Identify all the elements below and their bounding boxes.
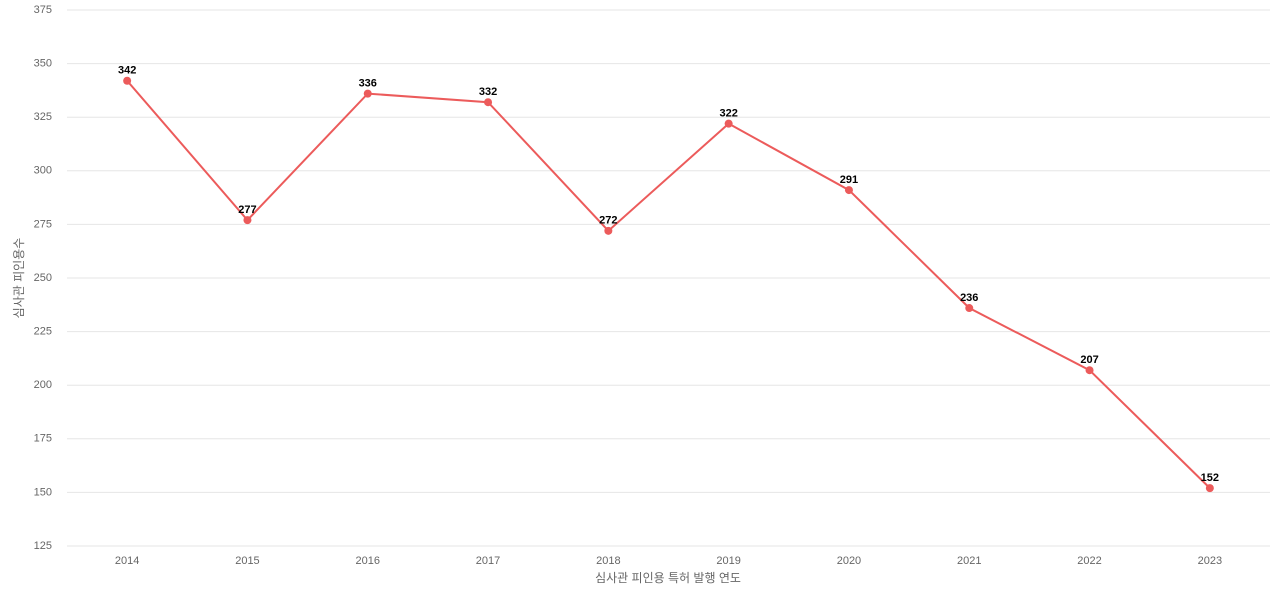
y-tick-label: 150 — [34, 486, 52, 498]
data-label: 277 — [238, 204, 256, 216]
x-tick-label: 2020 — [837, 555, 861, 567]
point — [363, 89, 372, 98]
line — [126, 80, 1211, 489]
x-tick-label: 2022 — [1077, 555, 1101, 567]
point — [965, 304, 974, 313]
data-label: 336 — [359, 78, 377, 90]
x-axis-title: 심사관 피인용 특허 발행 연도 — [595, 570, 741, 585]
x-tick-label: 2016 — [356, 555, 380, 567]
point — [123, 76, 132, 85]
point — [604, 226, 613, 235]
data-label: 152 — [1201, 472, 1219, 484]
y-tick-label: 375 — [34, 4, 52, 16]
y-tick-label: 275 — [34, 218, 52, 230]
y-tick-label: 225 — [34, 326, 52, 338]
point — [724, 119, 733, 128]
y-tick-label: 250 — [34, 272, 52, 284]
y-tick-label: 300 — [34, 165, 52, 177]
x-tick-label: 2014 — [115, 555, 139, 567]
data-label: 207 — [1080, 354, 1098, 366]
x-tick-label: 2015 — [235, 555, 259, 567]
y-tick-label: 125 — [34, 540, 52, 552]
y-tick-label: 200 — [34, 379, 52, 391]
point — [243, 216, 252, 225]
point — [484, 98, 493, 107]
data-label: 272 — [599, 215, 617, 227]
x-tick-label: 2019 — [716, 555, 740, 567]
point — [1085, 366, 1094, 375]
y-axis-title: 심사관 피인용수 — [12, 238, 26, 319]
data-label: 291 — [840, 174, 858, 186]
point — [1205, 484, 1214, 493]
y-tick-label: 350 — [34, 58, 52, 70]
x-tick-label: 2023 — [1198, 555, 1222, 567]
data-label: 322 — [719, 108, 737, 120]
x-tick-label: 2021 — [957, 555, 981, 567]
data-label: 342 — [118, 65, 136, 77]
y-tick-label: 175 — [34, 433, 52, 445]
x-tick-label: 2018 — [596, 555, 620, 567]
y-tick-label: 325 — [34, 111, 52, 123]
point — [844, 186, 853, 195]
data-label: 332 — [479, 86, 497, 98]
data-label: 236 — [960, 292, 978, 304]
x-tick-label: 2017 — [476, 555, 500, 567]
